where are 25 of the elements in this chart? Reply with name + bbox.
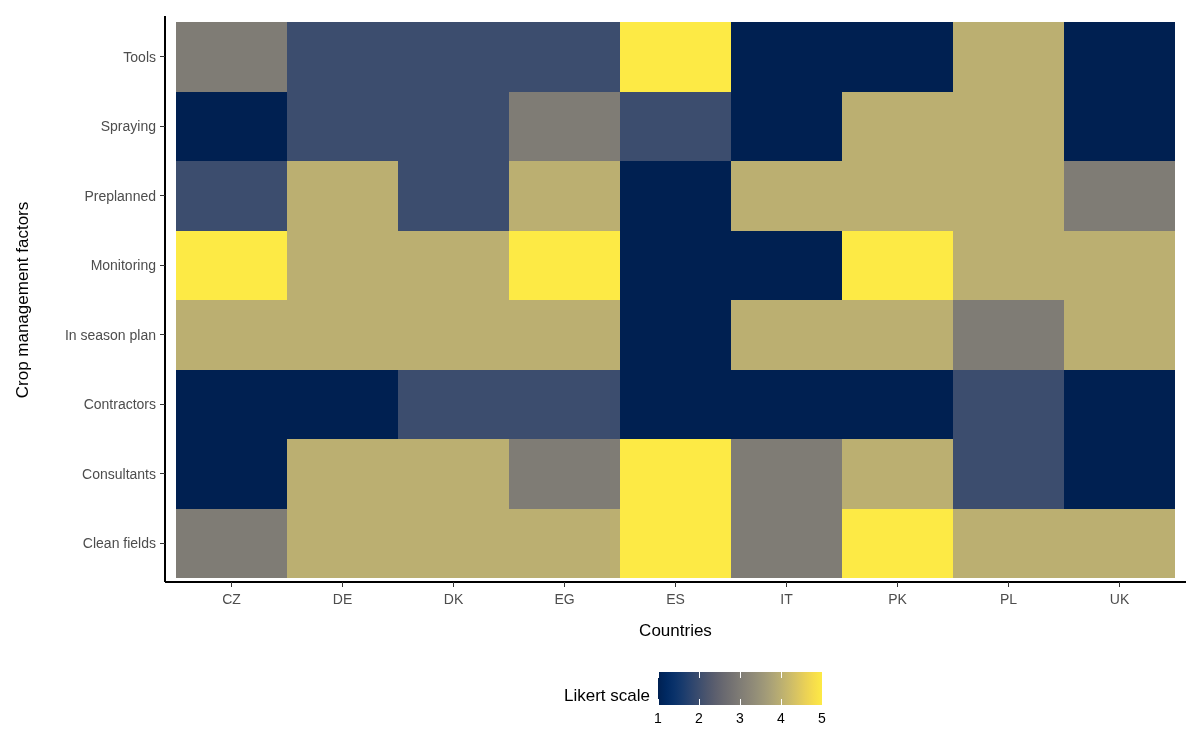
y-tick-label: Contractors (83, 396, 156, 413)
legend-title: Likert scale (564, 685, 650, 705)
x-tick-label: EG (554, 591, 575, 607)
x-tick-label: ES (666, 591, 685, 607)
x-tick-label: CZ (222, 591, 242, 607)
color-bar-label: 4 (777, 710, 786, 726)
y-tick-label: Spraying (100, 118, 156, 135)
x-tick-label: IT (780, 591, 794, 607)
x-tick-label: PL (999, 591, 1018, 607)
x-axis-title: Countries (639, 621, 712, 640)
y-tick-label: In season plan (64, 326, 156, 343)
color-bar-label: 2 (695, 710, 704, 726)
x-tick-label: DE (332, 591, 353, 607)
y-axis-title: Crop management factors (13, 201, 32, 399)
color-bar-label: 1 (654, 710, 663, 726)
y-tick-label: Monitoring (90, 257, 156, 274)
color-bar-label: 5 (818, 710, 827, 726)
x-tick-label: PK (888, 591, 908, 607)
y-tick-label: Clean fields (82, 535, 156, 552)
x-tick-label: UK (1109, 591, 1130, 607)
x-tick-label: DK (443, 591, 464, 607)
y-tick-label: Tools (123, 48, 156, 65)
y-tick-label: Preplanned (84, 187, 156, 204)
color-bar-label: 3 (736, 710, 745, 726)
y-tick-label: Consultants (82, 465, 156, 482)
